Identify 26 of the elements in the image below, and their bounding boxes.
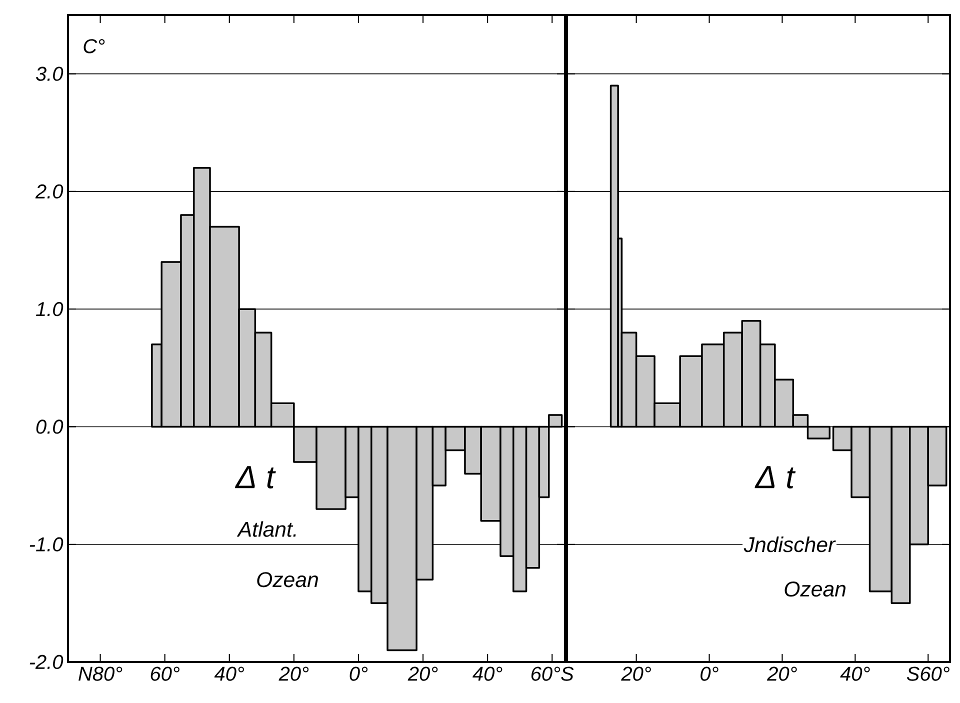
x-tick-label: 60°S	[531, 666, 574, 681]
x-tick-label: 40°	[214, 666, 244, 681]
x-tick-label: 40°	[472, 666, 502, 681]
annotation: Δ t	[234, 466, 276, 488]
annotation: Atlant.	[236, 521, 296, 537]
x-tick-label: 0°	[700, 666, 718, 681]
x-tick-label: 20°	[621, 666, 651, 681]
x-tick-label: 20°	[766, 666, 797, 681]
x-tick-label: N80°	[78, 666, 122, 681]
y-tick-label: 2.0	[35, 184, 64, 199]
y-tick-label: -2.0	[30, 654, 64, 670]
x-tick-label: 20°	[408, 666, 438, 681]
x-tick-label: 60°	[150, 666, 180, 681]
x-tick-label: 40°	[840, 666, 870, 681]
annotation: Jndischer	[744, 536, 836, 552]
x-tick-label: S60°	[906, 666, 950, 681]
annotation: Δ t	[754, 466, 796, 488]
y-tick-label: -1.0	[30, 537, 64, 552]
x-tick-label: 20°	[278, 666, 309, 681]
y-tick-label: 0.0	[36, 420, 64, 434]
y-tick-label: 3.0	[36, 66, 64, 81]
y-tick-label: 1.0	[36, 302, 64, 316]
x-tick-label: 0°	[350, 666, 368, 681]
annotation: Ozean	[257, 572, 318, 588]
y-axis-title: C°	[84, 39, 105, 54]
annotation: Ozean	[784, 582, 846, 597]
